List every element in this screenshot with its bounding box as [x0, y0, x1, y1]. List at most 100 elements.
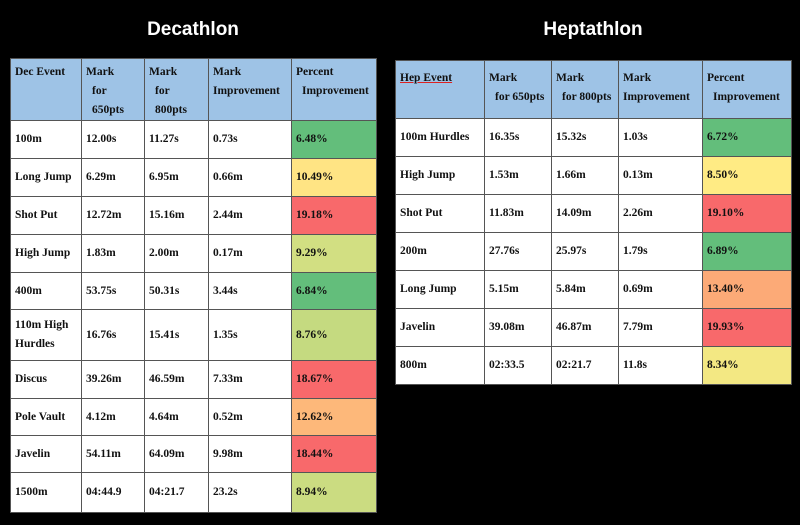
table-row: Javelin 54.11m 64.09m 9.98m 18.44% — [10, 435, 377, 473]
percent-cell: 13.40% — [702, 270, 792, 309]
heptathlon-header-percent: Percent Improvement — [702, 60, 792, 119]
percent-cell: 8.50% — [702, 156, 792, 195]
header-line: Mark — [213, 66, 242, 78]
event-cell: 200m — [395, 232, 485, 271]
mark-cell: 15.41s — [144, 309, 209, 361]
mark-cell: 7.33m — [208, 360, 292, 399]
header-line: Mark — [489, 72, 518, 84]
mark-cell: 1.03s — [618, 118, 703, 157]
event-cell: Discus — [10, 360, 82, 399]
mark-cell: 0.66m — [208, 158, 292, 197]
mark-cell: 1.66m — [551, 156, 619, 195]
table-row: 100m Hurdles 16.35s 15.32s 1.03s 6.72% — [395, 118, 792, 157]
mark-cell: 15.16m — [144, 196, 209, 235]
table-row: Long Jump 6.29m 6.95m 0.66m 10.49% — [10, 158, 377, 197]
heptathlon-header-improvement: Mark Improvement — [618, 60, 703, 119]
table-row: 200m 27.76s 25.97s 1.79s 6.89% — [395, 232, 792, 271]
table-row: 800m 02:33.5 02:21.7 11.8s 8.34% — [395, 346, 792, 385]
mark-cell: 5.15m — [484, 270, 552, 309]
mark-cell: 12.72m — [81, 196, 145, 235]
decathlon-header-improvement: Mark Improvement — [208, 58, 292, 121]
decathlon-header-650: Mark for 650pts — [81, 58, 145, 121]
mark-cell: 0.69m — [618, 270, 703, 309]
mark-cell: 11.8s — [618, 346, 703, 385]
percent-cell: 19.18% — [291, 196, 377, 235]
mark-cell: 23.2s — [208, 472, 292, 513]
header-line: Percent — [296, 66, 334, 78]
mark-cell: 0.17m — [208, 234, 292, 273]
mark-cell: 0.52m — [208, 398, 292, 436]
decathlon-table: Dec Event Mark for 650pts Mark for 800pts … — [10, 58, 377, 513]
mark-cell: 53.75s — [81, 272, 145, 310]
percent-cell: 6.48% — [291, 120, 377, 159]
header-line: Dec Event — [15, 66, 66, 78]
percent-cell: 19.93% — [702, 308, 792, 347]
event-cell: 110m High Hurdles — [10, 309, 82, 361]
header-line: Improvement — [713, 91, 780, 103]
heptathlon-header-800: Mark for 800pts — [551, 60, 619, 119]
heptathlon-table: Hep Event Mark for 650pts Mark for 800pts … — [395, 60, 792, 385]
mark-cell: 9.98m — [208, 435, 292, 473]
event-cell: 100m Hurdles — [395, 118, 485, 157]
percent-cell: 12.62% — [291, 398, 377, 436]
decathlon-header-800: Mark for 800pts — [144, 58, 209, 121]
decathlon-header-percent: Percent Improvement — [291, 58, 377, 121]
heptathlon-header-event: Hep Event — [395, 60, 485, 119]
event-cell: 800m — [395, 346, 485, 385]
mark-cell: 5.84m — [551, 270, 619, 309]
header-line: Hep Event — [400, 72, 453, 84]
event-cell: High Jump — [395, 156, 485, 195]
heptathlon-header-650: Mark for 650pts — [484, 60, 552, 119]
event-cell: Shot Put — [10, 196, 82, 235]
table-row: 100m 12.00s 11.27s 0.73s 6.48% — [10, 120, 377, 159]
header-line: Mark — [86, 66, 115, 78]
mark-cell: 2.26m — [618, 194, 703, 233]
header-line: Mark — [556, 72, 585, 84]
mark-cell: 6.29m — [81, 158, 145, 197]
event-cell: Javelin — [395, 308, 485, 347]
mark-cell: 14.09m — [551, 194, 619, 233]
percent-cell: 6.72% — [702, 118, 792, 157]
mark-cell: 46.59m — [144, 360, 209, 399]
event-cell: High Jump — [10, 234, 82, 273]
event-cell: Pole Vault — [10, 398, 82, 436]
mark-cell: 02:21.7 — [551, 346, 619, 385]
mark-cell: 2.44m — [208, 196, 292, 235]
header-line: Improvement — [623, 91, 690, 103]
mark-cell: 0.73s — [208, 120, 292, 159]
header-line: Mark — [623, 72, 652, 84]
event-cell: 400m — [10, 272, 82, 310]
mark-cell: 1.79s — [618, 232, 703, 271]
table-row: High Jump 1.83m 2.00m 0.17m 9.29% — [10, 234, 377, 273]
mark-cell: 11.83m — [484, 194, 552, 233]
mark-cell: 3.44s — [208, 272, 292, 310]
mark-cell: 27.76s — [484, 232, 552, 271]
percent-cell: 6.89% — [702, 232, 792, 271]
mark-cell: 7.79m — [618, 308, 703, 347]
mark-cell: 04:44.9 — [81, 472, 145, 513]
percent-cell: 18.44% — [291, 435, 377, 473]
percent-cell: 8.94% — [291, 472, 377, 513]
event-cell: Long Jump — [10, 158, 82, 197]
percent-cell: 19.10% — [702, 194, 792, 233]
mark-cell: 25.97s — [551, 232, 619, 271]
percent-cell: 6.84% — [291, 272, 377, 310]
mark-cell: 4.64m — [144, 398, 209, 436]
mark-cell: 1.83m — [81, 234, 145, 273]
mark-cell: 1.53m — [484, 156, 552, 195]
event-cell: Long Jump — [395, 270, 485, 309]
event-cell: 1500m — [10, 472, 82, 513]
decathlon-title: Decathlon — [147, 19, 239, 40]
header-line: for 800pts — [562, 91, 612, 103]
event-cell: Javelin — [10, 435, 82, 473]
event-cell: Shot Put — [395, 194, 485, 233]
mark-cell: 12.00s — [81, 120, 145, 159]
percent-cell: 18.67% — [291, 360, 377, 399]
table-row: Javelin 39.08m 46.87m 7.79m 19.93% — [395, 308, 792, 347]
decathlon-header-event: Dec Event — [10, 58, 82, 121]
table-row: High Jump 1.53m 1.66m 0.13m 8.50% — [395, 156, 792, 195]
table-row: Discus 39.26m 46.59m 7.33m 18.67% — [10, 360, 377, 399]
header-line: Percent — [707, 72, 745, 84]
table-row: 110m High Hurdles 16.76s 15.41s 1.35s 8.76% — [10, 309, 377, 361]
mark-cell: 15.32s — [551, 118, 619, 157]
